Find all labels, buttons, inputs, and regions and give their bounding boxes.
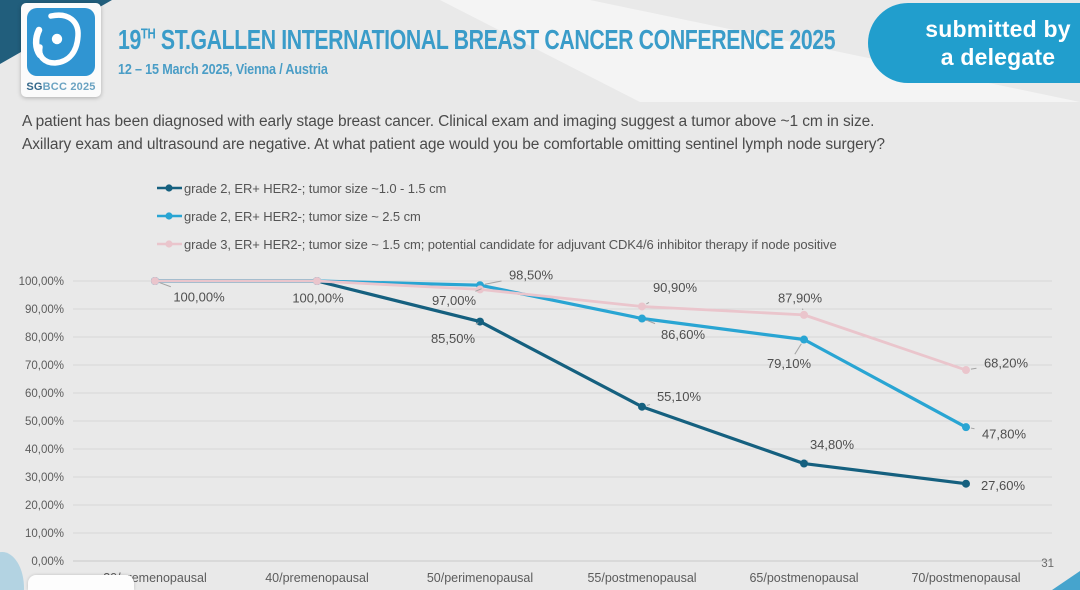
svg-text:86,60%: 86,60% — [661, 327, 706, 342]
svg-text:55,10%: 55,10% — [657, 389, 702, 404]
series-1 — [151, 277, 970, 432]
sgbcc-logo-text: SGBCC 2025 — [21, 81, 101, 93]
svg-text:97,00%: 97,00% — [432, 293, 477, 308]
svg-text:60,00%: 60,00% — [25, 388, 64, 400]
legend-item-1: grade 2, ER+ HER2-; tumor size ~ 2.5 cm — [157, 202, 837, 230]
data-labels: 100,00% 100,00% 98,50% 97,00% 85,50% 90,90% 86… — [173, 268, 1028, 494]
svg-text:34,80%: 34,80% — [810, 437, 855, 452]
svg-text:30,00%: 30,00% — [25, 472, 64, 484]
bottom-left-overlay-box — [28, 575, 134, 590]
svg-text:0,00%: 0,00% — [31, 556, 64, 568]
svg-text:47,80%: 47,80% — [982, 427, 1027, 442]
svg-text:55/postmenopausal: 55/postmenopausal — [587, 571, 696, 585]
conference-title: 19TH ST.GALLEN INTERNATIONAL BREAST CANC… — [118, 24, 836, 56]
legend-marker-icon — [157, 184, 182, 192]
question-line1: A patient has been diagnosed with early … — [22, 113, 875, 130]
logo-text-sg: SG — [26, 81, 43, 93]
svg-text:65/postmenopausal: 65/postmenopausal — [749, 571, 858, 585]
badge-line1: submitted by — [925, 16, 1071, 42]
svg-text:70/postmenopausal: 70/postmenopausal — [911, 571, 1020, 585]
sgbcc-logo-mark — [27, 8, 95, 76]
legend-label: grade 3, ER+ HER2-; tumor size ~ 1.5 cm;… — [184, 236, 837, 252]
svg-text:98,50%: 98,50% — [509, 268, 554, 283]
svg-text:20,00%: 20,00% — [25, 500, 64, 512]
title-rest: ST.GALLEN INTERNATIONAL BREAST CANCER CO… — [155, 24, 836, 55]
svg-text:50,00%: 50,00% — [25, 416, 64, 428]
svg-text:68,20%: 68,20% — [984, 356, 1029, 371]
breast-ribbon-icon — [32, 12, 81, 66]
gridlines — [73, 280, 1052, 562]
svg-text:79,10%: 79,10% — [767, 356, 812, 371]
svg-text:100,00%: 100,00% — [173, 290, 225, 305]
legend-label: grade 2, ER+ HER2-; tumor size ~ 2.5 cm — [184, 208, 421, 224]
question-line2: Axillary exam and ultrasound are negativ… — [22, 136, 885, 153]
page-number: 31 — [1041, 558, 1054, 570]
svg-text:80,00%: 80,00% — [25, 332, 64, 344]
svg-text:100,00%: 100,00% — [19, 276, 64, 288]
svg-text:40/premenopausal: 40/premenopausal — [265, 571, 369, 585]
svg-text:100,00%: 100,00% — [292, 291, 344, 306]
legend-label: grade 2, ER+ HER2-; tumor size ~1.0 - 1.… — [184, 180, 447, 196]
legend-item-2: grade 3, ER+ HER2-; tumor size ~ 1.5 cm;… — [157, 230, 837, 258]
svg-text:90,90%: 90,90% — [653, 280, 698, 295]
badge-line2: a delegate — [940, 44, 1056, 70]
svg-text:10,00%: 10,00% — [25, 528, 64, 540]
conference-date-location: 12 – 15 March 2025, Vienna / Austria — [118, 61, 328, 78]
title-ordinal: TH — [140, 25, 156, 43]
legend-marker-icon — [157, 240, 182, 248]
label-leader-lines — [159, 280, 977, 462]
svg-text:90,00%: 90,00% — [25, 304, 64, 316]
logo-text-bcc: BCC 2025 — [42, 81, 96, 93]
svg-text:70,00%: 70,00% — [25, 360, 64, 372]
y-axis-labels: 0,00% 10,00% 20,00% 30,00% 40,00% 50,00% 60,00… — [19, 276, 64, 568]
svg-text:27,60%: 27,60% — [981, 478, 1026, 493]
submitted-by-badge: submitted by a delegate — [868, 3, 1080, 83]
svg-text:40,00%: 40,00% — [25, 444, 64, 456]
sgbcc-logo: SGBCC 2025 — [21, 3, 101, 97]
svg-text:50/perimenopausal: 50/perimenopausal — [427, 571, 533, 585]
x-axis-labels: 30/premenopausal 40/premenopausal 50/perim… — [103, 571, 1020, 585]
svg-text:87,90%: 87,90% — [778, 290, 823, 305]
survey-question: A patient has been diagnosed with early … — [22, 110, 1032, 156]
legend-item-0: grade 2, ER+ HER2-; tumor size ~1.0 - 1.… — [157, 174, 837, 202]
legend-marker-icon — [157, 212, 182, 220]
svg-text:85,50%: 85,50% — [431, 331, 476, 346]
chart-legend: grade 2, ER+ HER2-; tumor size ~1.0 - 1.… — [157, 174, 837, 258]
conference-header: 19TH ST.GALLEN INTERNATIONAL BREAST CANC… — [118, 24, 1062, 78]
series-2 — [151, 277, 970, 375]
title-number: 19 — [118, 24, 141, 55]
